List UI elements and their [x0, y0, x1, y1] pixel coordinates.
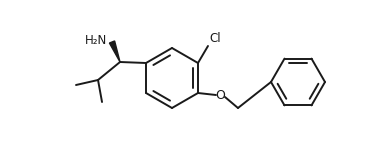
- Polygon shape: [109, 41, 120, 62]
- Text: H₂N: H₂N: [85, 33, 107, 46]
- Text: Cl: Cl: [209, 32, 221, 45]
- Text: O: O: [215, 88, 225, 102]
